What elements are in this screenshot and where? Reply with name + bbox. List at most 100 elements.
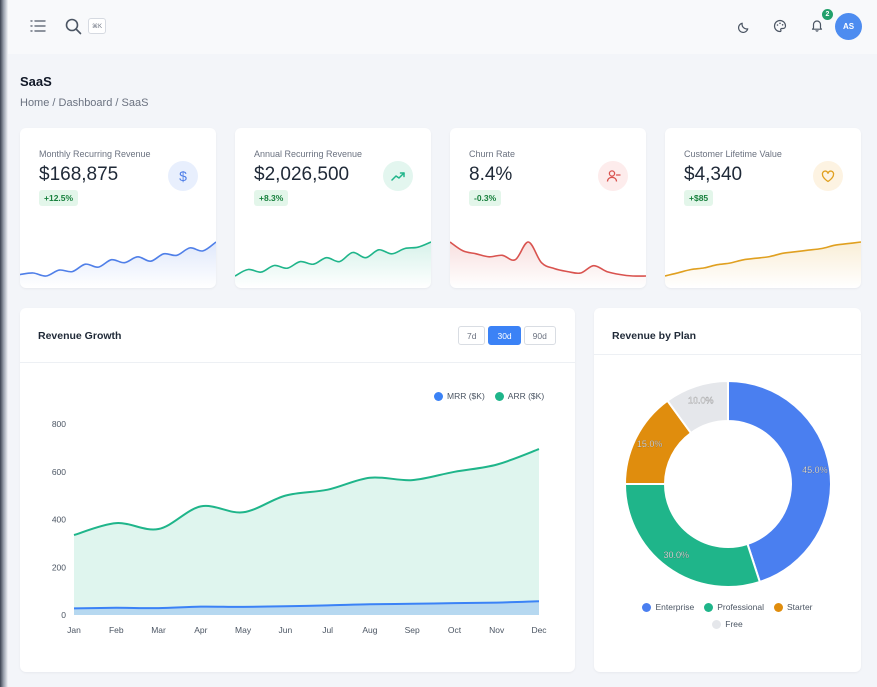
moon-icon[interactable] [735,17,753,35]
x-tick-label: Feb [109,625,124,635]
svg-text:$: $ [179,168,187,184]
stat-value: 8.4% [469,164,513,185]
x-tick-label: Apr [194,625,207,635]
stat-value: $2,026,500 [254,164,350,185]
sparkline-line [665,241,861,277]
legend-dot [642,602,652,612]
breadcrumb: Home / Dashboard / SaaS [20,97,149,109]
dollar-icon: $ [168,161,198,191]
stat-delta-badge: +8.3% [254,190,289,206]
x-tick-label: Jun [279,625,293,635]
revenue-by-plan-chart: 45.0% 30.0% 15.0% 10.0% [623,379,832,588]
sparkline-mrr [20,241,216,288]
stat-card-churn: Churn Rate 8.4% -0.3% [450,128,646,288]
x-tick-label: Jan [67,625,81,635]
revenue-by-plan-card: Revenue by Plan 45.0% 30.0% 15.0% 10.0% Ent… [594,308,861,672]
slice-data-label: 15.0% [637,439,663,449]
sparkline-area [235,242,431,288]
sparkline-area [450,241,646,288]
y-tick-label: 800 [52,419,66,429]
stat-label: Churn Rate [469,149,516,159]
search-icon[interactable] [63,16,83,36]
revenue-growth-chart: 0 200 400 600 800 Jan Feb Mar Apr May Jun Jul Aug Sep… [52,419,547,635]
legend-item[interactable]: ARR ($K) [494,391,545,401]
legend-item[interactable]: MRR ($K) [434,391,485,401]
x-tick-label: Mar [151,625,166,635]
legend-label: ARR ($K) [507,391,545,401]
sparkline-line [235,241,431,277]
legend-dot [434,391,443,401]
legend-label: Professional [717,602,764,612]
stat-card-clv: Customer Lifetime Value $4,340 +$85 [665,128,861,288]
legend-item[interactable]: Free [712,619,743,629]
slice-data-label: 30.0% [664,550,690,560]
trending-up-icon [383,161,413,191]
range-button-30d[interactable]: 30d [488,326,521,345]
legend-item[interactable]: Enterprise [642,602,694,612]
legend-item[interactable]: Professional [704,602,764,612]
stat-card-mrr: Monthly Recurring Revenue $168,875 +12.5… [20,128,216,288]
pie-slice-enterprise [727,379,832,584]
y-tick-label: 200 [52,562,66,572]
sparkline-churn [450,241,646,288]
avatar[interactable]: AS [835,13,862,40]
page-title: SaaS [20,74,52,89]
y-tick-label: 0 [61,610,66,620]
series-line [73,600,540,610]
pie-slice-professional [623,483,762,588]
slice-data-label: 10.0% [688,395,714,405]
stat-label: Customer Lifetime Value [684,149,782,159]
slice-data-label: 45.0% [802,465,828,475]
menu-icon[interactable] [28,16,48,36]
chart-legend: MRR ($K) ARR ($K) [434,391,544,401]
legend-label: Starter [787,602,813,612]
sparkline-clv [665,241,861,288]
x-tick-label: Nov [489,625,505,635]
palette-icon[interactable] [771,17,789,35]
x-tick-label: Sep [405,625,420,635]
user-minus-icon [598,161,628,191]
top-bar: ⌘K 2 AS [8,0,877,54]
legend-label: Free [725,619,743,629]
legend-label: MRR ($K) [447,391,485,401]
sparkline-area [665,242,861,288]
series-area [74,449,539,615]
stat-label: Monthly Recurring Revenue [39,149,151,159]
sparkline-area [20,242,216,288]
legend-dot [712,619,722,629]
x-tick-label: May [235,625,252,635]
pie-slice-free [666,379,729,435]
card-title: Revenue by Plan [612,330,697,342]
range-selector: 7d 30d 90d [458,326,556,345]
revenue-growth-card: Revenue Growth 7d 30d 90d MRR ($K) ARR (… [20,308,575,672]
divider [594,354,861,355]
card-title: Revenue Growth [38,330,122,342]
legend-dot [774,602,783,612]
legend-item[interactable]: Starter [774,602,813,612]
legend-dot [704,602,714,612]
legend-dot [494,391,504,401]
range-button-90d[interactable]: 90d [523,326,556,345]
y-tick-label: 600 [52,467,66,477]
sparkline-line [20,241,216,277]
x-tick-label: Oct [448,625,462,635]
y-tick-label: 400 [52,515,66,525]
sparkline-line [450,241,646,277]
legend-label: Enterprise [655,602,695,612]
range-button-7d[interactable]: 7d [458,326,486,345]
stat-delta-badge: +$85 [684,190,714,206]
x-tick-label: Dec [531,625,547,635]
stat-card-arr: Annual Recurring Revenue $2,026,500 +8.3… [235,128,431,288]
notification-badge: 2 [821,8,834,21]
bell-icon[interactable] [808,16,826,34]
stat-value: $4,340 [684,164,743,185]
search-shortcut-hint: ⌘K [88,18,106,34]
stat-label: Annual Recurring Revenue [254,149,363,159]
x-tick-label: Aug [362,625,377,635]
window-edge [0,0,8,687]
stat-delta-badge: -0.3% [469,190,502,206]
divider [20,362,575,363]
x-tick-label: Jul [322,625,333,635]
series-area [74,601,539,615]
stat-delta-badge: +12.5% [39,190,79,206]
